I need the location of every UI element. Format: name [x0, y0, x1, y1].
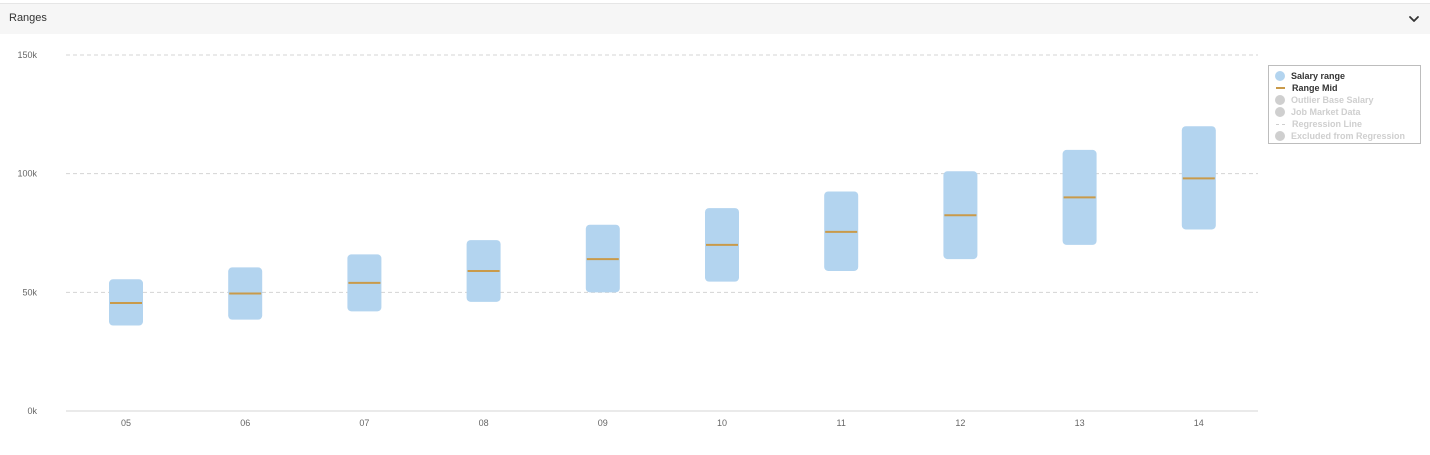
legend-item[interactable]: Excluded from Regression [1275, 130, 1420, 142]
y-axis-ticks: 0k 50k 100k 150k [17, 50, 37, 416]
x-tick-label: 13 [1075, 418, 1085, 428]
x-axis-ticks: 05 06 07 08 09 10 11 12 13 14 [121, 418, 1204, 428]
x-tick-label: 05 [121, 418, 131, 428]
x-tick-label: 12 [955, 418, 965, 428]
legend-label: Outlier Base Salary [1291, 95, 1374, 105]
legend-label: Excluded from Regression [1291, 131, 1406, 141]
legend-item[interactable]: Outlier Base Salary [1275, 94, 1420, 106]
chevron-down-icon[interactable] [1405, 10, 1423, 28]
x-tick-label: 10 [717, 418, 727, 428]
salary-range-bars [109, 126, 1216, 326]
legend-dashed-line-icon [1276, 123, 1285, 125]
x-tick-label: 06 [240, 418, 250, 428]
y-tick-label: 150k [17, 50, 37, 60]
legend-label: Job Market Data [1291, 107, 1361, 117]
legend-dot-icon [1275, 131, 1285, 141]
legend-line-icon [1276, 87, 1285, 89]
y-tick-label: 100k [17, 169, 37, 179]
legend-item[interactable]: Range Mid [1275, 82, 1420, 94]
x-tick-label: 11 [837, 418, 846, 428]
legend-dot-icon [1275, 95, 1285, 105]
legend-label: Salary range [1291, 71, 1346, 81]
legend-dot-icon [1275, 107, 1285, 117]
legend-dot-icon [1275, 71, 1285, 81]
x-tick-label: 08 [479, 418, 489, 428]
legend-label: Range Mid [1292, 83, 1338, 93]
panel-header: Ranges [0, 3, 1430, 34]
legend-item[interactable]: Job Market Data [1275, 106, 1420, 118]
y-tick-label: 50k [22, 287, 37, 297]
x-tick-label: 09 [598, 418, 608, 428]
grid-lines [66, 54, 1258, 412]
range-mid-lines [110, 177, 1215, 305]
legend-label: Regression Line [1292, 119, 1363, 129]
x-tick-label: 14 [1194, 418, 1204, 428]
panel-title: Ranges [9, 12, 47, 24]
y-tick-label: 0k [27, 406, 37, 416]
legend-item[interactable]: Regression Line [1275, 118, 1420, 130]
x-tick-label: 07 [359, 418, 369, 428]
legend-item[interactable]: Salary range [1275, 70, 1420, 82]
chart-legend: Salary range Range Mid Outlier Base Salary… [1268, 65, 1421, 144]
